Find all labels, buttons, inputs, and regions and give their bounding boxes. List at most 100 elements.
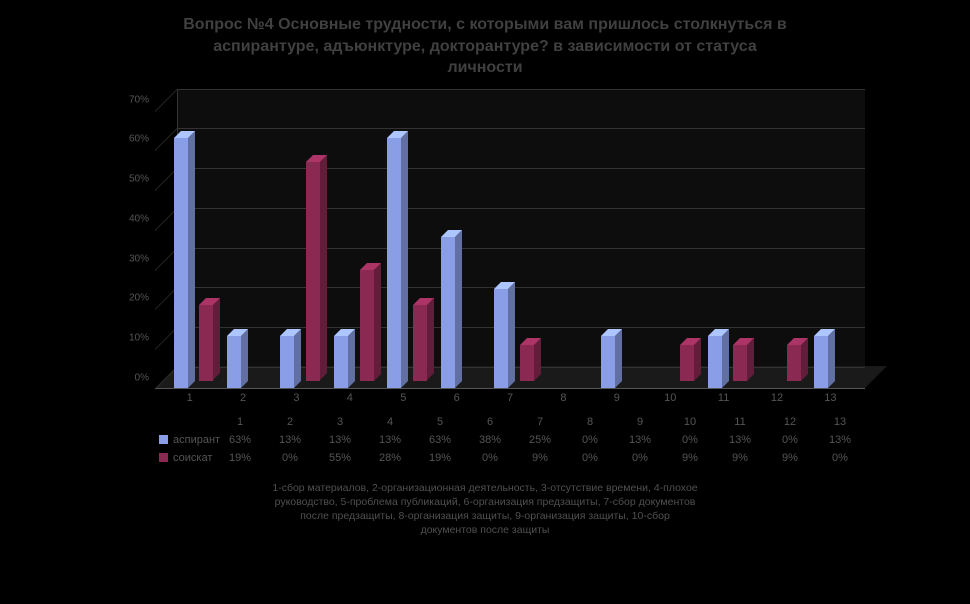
legend-data-table: 12345678910111213 аспирант63%13%13%13%63… [155,413,865,467]
legend-value-cell: 63% [215,431,265,449]
legend-row-series-b: соискат19%0%55%28%19%0%9%0%0%9%9%9%0% [155,449,865,467]
bar-series-a [334,336,348,388]
y-axis-label: 10% [113,333,149,344]
category-group: 7 [483,89,536,388]
bar-series-a [227,336,241,388]
legend-col-header: 4 [365,413,415,431]
legend-value-cell: 0% [765,431,815,449]
x-axis-label: 9 [590,392,643,404]
chart-title: Вопрос №4 Основные трудности, с которыми… [95,14,875,79]
legend-swatch [159,453,168,462]
legend-col-header: 3 [315,413,365,431]
y-axis-label: 20% [113,293,149,304]
legend-value-cell: 9% [515,449,565,467]
x-axis-label: 1 [163,392,216,404]
x-axis-label: 8 [537,392,590,404]
bar-series-a [441,237,455,388]
legend-header-row: 12345678910111213 [155,413,865,431]
category-group: 4 [323,89,376,388]
footnote-line-4: документов после защиты [421,524,550,536]
legend-value-cell: 9% [665,449,715,467]
legend-value-cell: 0% [815,449,865,467]
legend-value-cell: 9% [765,449,815,467]
legend-col-header: 13 [815,413,865,431]
bar-series-a [494,289,508,388]
legend-value-cell: 63% [415,431,465,449]
x-axis-label: 2 [216,392,269,404]
legend-col-header: 9 [615,413,665,431]
bars-group: 12345678910111213 [155,89,865,388]
legend-col-header: 11 [715,413,765,431]
legend-value-cell: 38% [465,431,515,449]
legend-value-cell: 9% [715,449,765,467]
bar-series-a [708,336,722,388]
legend-value-cell: 0% [265,449,315,467]
legend-col-header: 8 [565,413,615,431]
x-axis-label: 11 [697,392,750,404]
legend-col-header: 1 [215,413,265,431]
legend-series-label: аспирант [173,434,220,446]
category-group: 5 [377,89,430,388]
legend-value-cell: 0% [565,431,615,449]
title-line-2: аспирантуре, адъюнктуре, докторантуре? в… [213,38,756,55]
footnote-line-2: руководство, 5-проблема публикаций, 6-ор… [275,496,696,508]
legend-value-cell: 13% [715,431,765,449]
legend-col-header: 5 [415,413,465,431]
category-group: 12 [750,89,803,388]
bar-series-b [306,162,320,380]
category-group: 1 [163,89,216,388]
bar-series-b [733,345,747,381]
bar-series-b [413,305,427,380]
category-group: 6 [430,89,483,388]
legend-col-header: 12 [765,413,815,431]
footnote: 1-сбор материалов, 2-организационная дея… [165,481,805,538]
legend-col-header: 2 [265,413,315,431]
bar-series-a [387,138,401,388]
bar-series-a [280,336,294,388]
category-group: 13 [804,89,857,388]
chart-area: 12345678910111213 0%10%20%30%40%50%60%70… [105,89,865,538]
bar-series-a [174,138,188,388]
legend-value-cell: 13% [315,431,365,449]
title-line-1: Вопрос №4 Основные трудности, с которыми… [183,16,786,33]
legend-value-cell: 13% [615,431,665,449]
x-axis-label: 7 [483,392,536,404]
x-axis-label: 3 [270,392,323,404]
x-axis-label: 6 [430,392,483,404]
y-axis-label: 40% [113,213,149,224]
legend-col-header: 7 [515,413,565,431]
footnote-line-3: после предзащиты, 8-организация защиты, … [300,510,670,522]
y-axis-label: 0% [113,372,149,383]
legend-col-header: 10 [665,413,715,431]
bar-series-b [360,270,374,381]
x-axis-label: 12 [750,392,803,404]
footnote-line-1: 1-сбор материалов, 2-организационная дея… [272,482,697,494]
category-group: 2 [216,89,269,388]
category-group: 10 [644,89,697,388]
legend-series-label: соискат [173,452,212,464]
bar-series-b [199,305,213,380]
legend-value-cell: 19% [415,449,465,467]
bar-series-a [814,336,828,388]
x-axis-label: 13 [804,392,857,404]
bar-series-b [787,345,801,381]
bar-series-a [601,336,615,388]
bar-series-b [520,345,534,381]
title-line-3: личности [447,59,522,76]
legend-value-cell: 13% [815,431,865,449]
x-axis-label: 5 [377,392,430,404]
legend-col-header: 6 [465,413,515,431]
legend-value-cell: 55% [315,449,365,467]
legend-value-cell: 0% [465,449,515,467]
y-axis-label: 70% [113,94,149,105]
category-group: 11 [697,89,750,388]
y-axis-label: 30% [113,253,149,264]
legend-swatch [159,435,168,444]
legend-value-cell: 28% [365,449,415,467]
legend-value-cell: 13% [365,431,415,449]
y-axis-label: 60% [113,134,149,145]
x-axis-label: 10 [644,392,697,404]
category-group: 9 [590,89,643,388]
legend-value-cell: 19% [215,449,265,467]
category-group: 8 [537,89,590,388]
